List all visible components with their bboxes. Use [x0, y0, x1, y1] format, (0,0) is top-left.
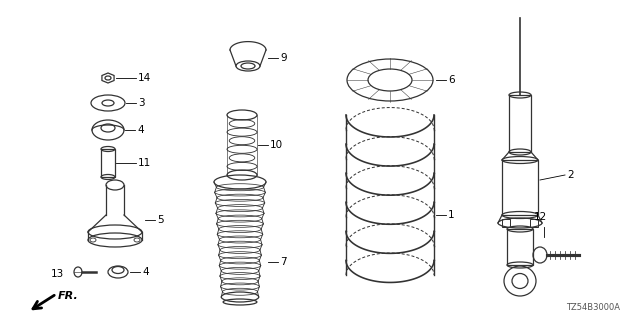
Text: 6: 6 [448, 75, 454, 85]
Text: 10: 10 [270, 140, 283, 150]
Text: 11: 11 [138, 158, 151, 168]
Text: 12: 12 [533, 212, 547, 222]
Bar [530, 219, 538, 227]
Text: TZ54B3000A: TZ54B3000A [566, 303, 620, 312]
Text: 1: 1 [448, 210, 454, 220]
Bar [101, 149, 115, 177]
Text: 4: 4 [137, 125, 143, 135]
Text: 7: 7 [280, 257, 287, 267]
Text: 13: 13 [51, 269, 64, 279]
Text: 2: 2 [567, 170, 573, 180]
Bar [502, 219, 510, 227]
Text: FR.: FR. [58, 291, 79, 301]
Text: 9: 9 [280, 53, 287, 63]
Text: 3: 3 [138, 98, 145, 108]
Text: 14: 14 [138, 73, 151, 83]
Bar [507, 229, 533, 265]
Bar [502, 160, 538, 215]
Text: 4: 4 [142, 267, 148, 277]
Text: 5: 5 [157, 215, 164, 225]
Bar [509, 95, 531, 152]
